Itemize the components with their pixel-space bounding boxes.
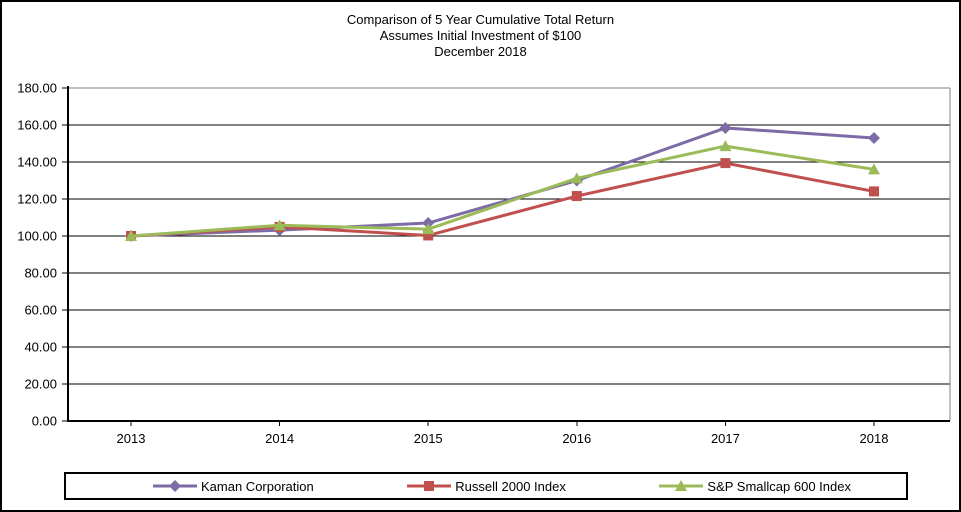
chart-plot-area: 180.00 160.00 140.00 120.00 100.00 80.00 60.00…: [17, 81, 951, 446]
svg-text:2017: 2017: [711, 431, 740, 446]
svg-text:60.00: 60.00: [24, 303, 57, 318]
chart-title-block: Comparison of 5 Year Cumulative Total Re…: [2, 12, 959, 60]
svg-text:80.00: 80.00: [24, 266, 57, 281]
legend: Kaman Corporation Russell 2000 Index S&P…: [64, 472, 908, 500]
legend-label: S&P Smallcap 600 Index: [707, 478, 851, 494]
chart-date-label: December 2018: [434, 44, 527, 59]
svg-text:2013: 2013: [117, 431, 146, 446]
x-axis-labels: 2013 2014 2015 2016 2017 2018: [117, 431, 889, 446]
svg-text:160.00: 160.00: [17, 118, 57, 133]
kaman-corporation-marker-icon: [153, 480, 197, 492]
legend-label: Kaman Corporation: [201, 478, 314, 494]
chart-subtitle: Assumes Initial Investment of $100: [379, 28, 582, 43]
series-s-p-smallcap-600-index: [125, 140, 880, 241]
svg-text:100.00: 100.00: [17, 229, 57, 244]
svg-text:40.00: 40.00: [24, 340, 57, 355]
svg-text:2015: 2015: [414, 431, 443, 446]
y-axis-labels: 180.00 160.00 140.00 120.00 100.00 80.00 60.00…: [17, 81, 57, 429]
svg-text:140.00: 140.00: [17, 155, 57, 170]
svg-text:20.00: 20.00: [24, 377, 57, 392]
svg-text:2016: 2016: [562, 431, 591, 446]
svg-text:180.00: 180.00: [17, 81, 57, 96]
gridlines: [68, 87, 951, 421]
legend-label: Russell 2000 Index: [455, 478, 566, 494]
legend-item-kaman-corporation: Kaman Corporation: [151, 479, 314, 494]
legend-item-russell-2000-index: Russell 2000 Index: [405, 479, 566, 494]
chart-title: Comparison of 5 Year Cumulative Total Re…: [346, 12, 615, 27]
series-kaman-corporation: [125, 121, 880, 242]
series-lines: [125, 121, 880, 242]
svg-text:2018: 2018: [860, 431, 889, 446]
svg-text:120.00: 120.00: [17, 192, 57, 207]
russell-2000-index-marker-icon: [407, 481, 452, 491]
legend-item-sp-smallcap-600-index: S&P Smallcap 600 Index: [657, 479, 851, 494]
svg-text:0.00: 0.00: [32, 414, 57, 429]
axes: [62, 86, 950, 426]
sp-smallcap-600-index-marker-icon: [659, 480, 704, 491]
svg-text:2014: 2014: [265, 431, 294, 446]
